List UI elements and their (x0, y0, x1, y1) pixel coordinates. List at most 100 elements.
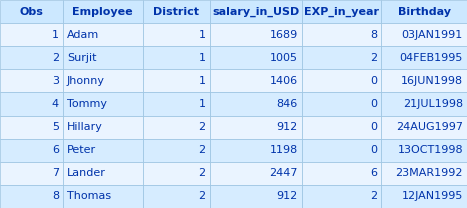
Text: 0: 0 (370, 122, 377, 132)
Text: 0: 0 (370, 76, 377, 86)
Bar (0, 92, 63, 116)
Text: 24AUG1997: 24AUG1997 (396, 122, 463, 132)
Bar (382, 139, 467, 162)
Bar (142, 162, 210, 185)
Bar (210, 116, 302, 139)
Bar (0, 0, 63, 23)
Bar (382, 92, 467, 116)
Text: 4: 4 (52, 99, 59, 109)
Bar (142, 0, 210, 23)
Bar (302, 0, 382, 23)
Text: 2: 2 (198, 122, 205, 132)
Bar (382, 23, 467, 46)
Bar (63, 69, 142, 92)
Bar (63, 92, 142, 116)
Text: 2: 2 (370, 191, 377, 201)
Bar (63, 46, 142, 69)
Text: 8: 8 (370, 30, 377, 40)
Bar (382, 0, 467, 23)
Text: 2: 2 (52, 53, 59, 63)
Bar (63, 116, 142, 139)
Text: Adam: Adam (67, 30, 99, 40)
Bar (142, 185, 210, 208)
Bar (63, 23, 142, 46)
Text: 1406: 1406 (270, 76, 298, 86)
Text: 5: 5 (52, 122, 59, 132)
Text: 1005: 1005 (270, 53, 298, 63)
Text: 1: 1 (52, 30, 59, 40)
Bar (142, 69, 210, 92)
Text: 2: 2 (370, 53, 377, 63)
Text: Surjit: Surjit (67, 53, 96, 63)
Bar (63, 162, 142, 185)
Text: District: District (153, 7, 199, 17)
Bar (142, 92, 210, 116)
Bar (210, 92, 302, 116)
Text: EXP_in_year: EXP_in_year (304, 6, 379, 17)
Text: 1198: 1198 (269, 145, 298, 155)
Bar (210, 0, 302, 23)
Text: 16JUN1998: 16JUN1998 (401, 76, 463, 86)
Bar (302, 116, 382, 139)
Bar (302, 23, 382, 46)
Text: 1: 1 (198, 53, 205, 63)
Text: 1: 1 (198, 76, 205, 86)
Text: 2: 2 (198, 168, 205, 178)
Text: 8: 8 (52, 191, 59, 201)
Bar (382, 69, 467, 92)
Text: Tommy: Tommy (67, 99, 107, 109)
Bar (0, 23, 63, 46)
Text: 912: 912 (276, 122, 298, 132)
Bar (142, 139, 210, 162)
Bar (302, 92, 382, 116)
Text: 1689: 1689 (269, 30, 298, 40)
Text: 21JUL1998: 21JUL1998 (403, 99, 463, 109)
Bar (302, 162, 382, 185)
Text: Thomas: Thomas (67, 191, 111, 201)
Text: 23MAR1992: 23MAR1992 (396, 168, 463, 178)
Bar (302, 46, 382, 69)
Text: Obs: Obs (20, 7, 43, 17)
Bar (210, 185, 302, 208)
Bar (0, 46, 63, 69)
Bar (210, 139, 302, 162)
Text: Employee: Employee (72, 7, 133, 17)
Bar (210, 23, 302, 46)
Bar (0, 116, 63, 139)
Text: 1: 1 (198, 99, 205, 109)
Bar (142, 23, 210, 46)
Bar (210, 46, 302, 69)
Text: 6: 6 (370, 168, 377, 178)
Bar (142, 116, 210, 139)
Bar (63, 185, 142, 208)
Bar (0, 69, 63, 92)
Text: 3: 3 (52, 76, 59, 86)
Bar (210, 162, 302, 185)
Text: Jhonny: Jhonny (67, 76, 105, 86)
Text: 846: 846 (276, 99, 298, 109)
Text: 13OCT1998: 13OCT1998 (397, 145, 463, 155)
Text: Birthday: Birthday (398, 7, 451, 17)
Text: 2: 2 (198, 191, 205, 201)
Text: 03JAN1991: 03JAN1991 (402, 30, 463, 40)
Text: 912: 912 (276, 191, 298, 201)
Text: 0: 0 (370, 145, 377, 155)
Bar (142, 46, 210, 69)
Bar (382, 116, 467, 139)
Text: 7: 7 (52, 168, 59, 178)
Bar (302, 69, 382, 92)
Bar (0, 162, 63, 185)
Text: Lander: Lander (67, 168, 106, 178)
Text: 04FEB1995: 04FEB1995 (400, 53, 463, 63)
Text: Peter: Peter (67, 145, 96, 155)
Text: 6: 6 (52, 145, 59, 155)
Text: 12JAN1995: 12JAN1995 (402, 191, 463, 201)
Bar (0, 139, 63, 162)
Bar (210, 69, 302, 92)
Bar (382, 162, 467, 185)
Text: salary_in_USD: salary_in_USD (212, 6, 299, 17)
Bar (63, 139, 142, 162)
Text: 2447: 2447 (269, 168, 298, 178)
Text: 0: 0 (370, 99, 377, 109)
Text: 2: 2 (198, 145, 205, 155)
